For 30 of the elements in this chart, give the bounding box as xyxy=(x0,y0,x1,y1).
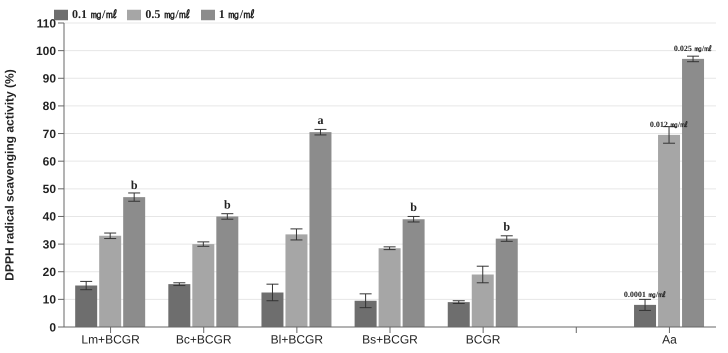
data-label: b xyxy=(224,197,231,212)
y-tick-label: 10 xyxy=(42,292,56,307)
annotation: 0.012 ㎎/㎖ xyxy=(650,120,688,129)
y-tick-label: 90 xyxy=(42,72,56,86)
annotation: 0.0001 ㎎/㎖ xyxy=(624,290,666,299)
data-label: b xyxy=(130,178,138,192)
y-tick-label: 60 xyxy=(42,154,56,168)
annotation: 0.025 ㎎/㎖ xyxy=(674,44,712,53)
y-tick-label: 50 xyxy=(42,182,56,196)
data-label: a xyxy=(317,113,324,128)
x-tick-label: Lm+BCGR xyxy=(81,332,140,347)
x-tick-label: Bs+BCGR xyxy=(362,332,418,347)
x-tick-label: BCGR xyxy=(466,332,501,347)
y-tick-label: 30 xyxy=(42,237,56,252)
y-tick-label: 100 xyxy=(36,44,56,58)
y-tick-label: 70 xyxy=(42,126,56,141)
y-axis-title: DPPH radical scavenging activity (%) xyxy=(2,69,16,281)
data-label: b xyxy=(410,200,418,214)
legend-label: 1 ㎎/㎖ xyxy=(218,7,256,21)
y-tick-label: 80 xyxy=(42,99,56,114)
y-tick-label: 20 xyxy=(42,264,56,279)
x-tick-label: Bc+BCGR xyxy=(176,332,232,347)
legend-label: 0.1 ㎎/㎖ xyxy=(72,7,118,21)
legend-label: 0.5 ㎎/㎖ xyxy=(145,7,191,21)
x-tick-label: Aa xyxy=(662,332,678,347)
data-label: b xyxy=(503,220,510,234)
y-tick-label: 0 xyxy=(49,320,56,334)
y-tick-label: 110 xyxy=(36,16,56,30)
y-tick-label: 40 xyxy=(42,210,56,224)
x-tick-label: Bl+BCGR xyxy=(270,332,324,347)
